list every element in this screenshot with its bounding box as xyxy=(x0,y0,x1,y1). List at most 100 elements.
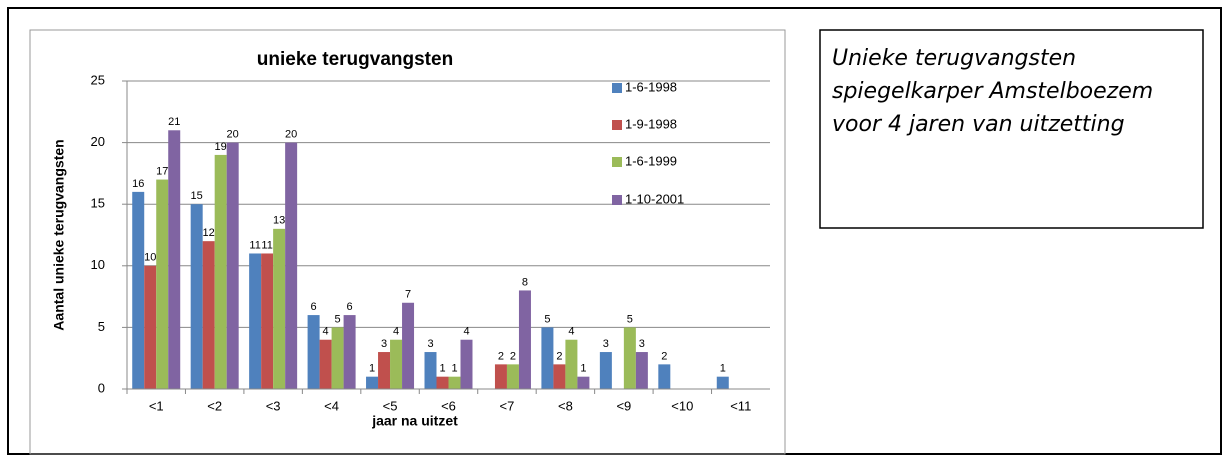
legend-swatch xyxy=(612,83,622,93)
y-tick-label: 10 xyxy=(91,257,105,272)
x-tick-label: <4 xyxy=(324,398,339,413)
chart-title: unieke terugvangsten xyxy=(257,49,453,70)
data-label: 3 xyxy=(603,338,609,350)
data-label: 21 xyxy=(168,116,180,128)
bar xyxy=(156,179,169,389)
bar xyxy=(448,376,461,389)
x-tick-label: <7 xyxy=(500,398,515,413)
x-tick-label: <5 xyxy=(383,398,398,413)
y-tick-label: 5 xyxy=(98,319,105,334)
data-label: 2 xyxy=(498,350,504,362)
x-tick-label: <11 xyxy=(730,398,751,413)
bar xyxy=(716,376,729,389)
legend-swatch xyxy=(612,120,622,130)
bar xyxy=(541,327,554,389)
data-label: 19 xyxy=(215,141,227,153)
bar xyxy=(366,376,379,389)
bar xyxy=(168,130,181,389)
bar xyxy=(307,315,320,389)
bar xyxy=(285,142,298,389)
bar xyxy=(132,191,145,389)
data-label: 1 xyxy=(439,363,445,375)
data-label: 3 xyxy=(639,338,645,350)
y-tick-label: 0 xyxy=(98,380,105,395)
data-label: 3 xyxy=(427,338,433,350)
data-label: 11 xyxy=(261,239,272,251)
data-label: 4 xyxy=(463,326,469,338)
data-label: 6 xyxy=(311,301,317,313)
bar xyxy=(214,154,227,389)
bar xyxy=(273,228,286,389)
bar xyxy=(553,364,566,389)
bar xyxy=(506,364,519,389)
bar xyxy=(460,339,473,389)
y-tick-label: 25 xyxy=(91,72,105,87)
bar xyxy=(436,376,449,389)
bar xyxy=(390,339,403,389)
legend-swatch xyxy=(612,157,622,167)
data-label: 12 xyxy=(203,227,215,239)
data-label: 2 xyxy=(661,350,667,362)
x-tick-label: <3 xyxy=(266,398,281,413)
bar xyxy=(378,352,391,389)
x-axis-label: jaar na uitzet xyxy=(371,413,458,429)
x-tick-label: <9 xyxy=(616,398,631,413)
data-label: 7 xyxy=(405,289,411,301)
bar xyxy=(190,204,203,389)
bar xyxy=(343,315,356,389)
x-tick-label: <8 xyxy=(558,398,573,413)
data-label: 11 xyxy=(249,239,260,251)
data-label: 4 xyxy=(568,326,574,338)
bar xyxy=(565,339,578,389)
data-label: 5 xyxy=(335,313,341,325)
data-label: 1 xyxy=(369,363,375,375)
data-label: 17 xyxy=(156,165,168,177)
bar xyxy=(623,327,636,389)
legend-label: 1-10-2001 xyxy=(625,191,684,206)
bar xyxy=(424,352,437,389)
data-label: 20 xyxy=(285,129,297,141)
data-label: 5 xyxy=(627,313,633,325)
data-label: 2 xyxy=(556,350,562,362)
x-tick-label: <6 xyxy=(441,398,456,413)
data-label: 1 xyxy=(720,363,726,375)
x-tick-label: <2 xyxy=(207,398,222,413)
bar xyxy=(319,339,332,389)
chart-frame xyxy=(29,29,786,455)
caption-box xyxy=(819,29,1204,229)
data-label: 3 xyxy=(381,338,387,350)
bar xyxy=(518,290,531,389)
bar xyxy=(635,352,648,389)
data-label: 20 xyxy=(227,129,239,141)
bar xyxy=(577,376,590,389)
x-tick-label: <1 xyxy=(149,398,164,413)
legend-label: 1-9-1998 xyxy=(625,116,677,131)
y-tick-label: 15 xyxy=(91,196,105,211)
caption: Unieke terugvangsten spiegelkarper Amste… xyxy=(832,46,1154,137)
y-tick-label: 20 xyxy=(91,134,105,149)
data-label: 8 xyxy=(522,276,528,288)
legend-swatch xyxy=(612,195,622,205)
bar xyxy=(226,142,239,389)
legend-label: 1-6-1998 xyxy=(625,79,677,94)
x-tick-label: <10 xyxy=(671,398,693,413)
data-label: 2 xyxy=(510,350,516,362)
data-label: 1 xyxy=(580,363,586,375)
bar xyxy=(202,241,215,389)
data-label: 15 xyxy=(191,190,203,202)
data-label: 16 xyxy=(132,178,144,190)
bar xyxy=(402,302,415,389)
bar xyxy=(599,352,612,389)
y-axis-label: Aantal unieke terugvangsten xyxy=(51,139,67,330)
data-label: 1 xyxy=(451,363,457,375)
bar xyxy=(249,253,262,389)
data-label: 4 xyxy=(323,326,329,338)
data-label: 13 xyxy=(273,215,285,227)
bar xyxy=(331,327,344,389)
data-label: 10 xyxy=(144,252,156,264)
bar xyxy=(261,253,274,389)
legend-label: 1-6-1999 xyxy=(625,153,677,168)
data-label: 4 xyxy=(393,326,399,338)
data-label: 6 xyxy=(347,301,353,313)
